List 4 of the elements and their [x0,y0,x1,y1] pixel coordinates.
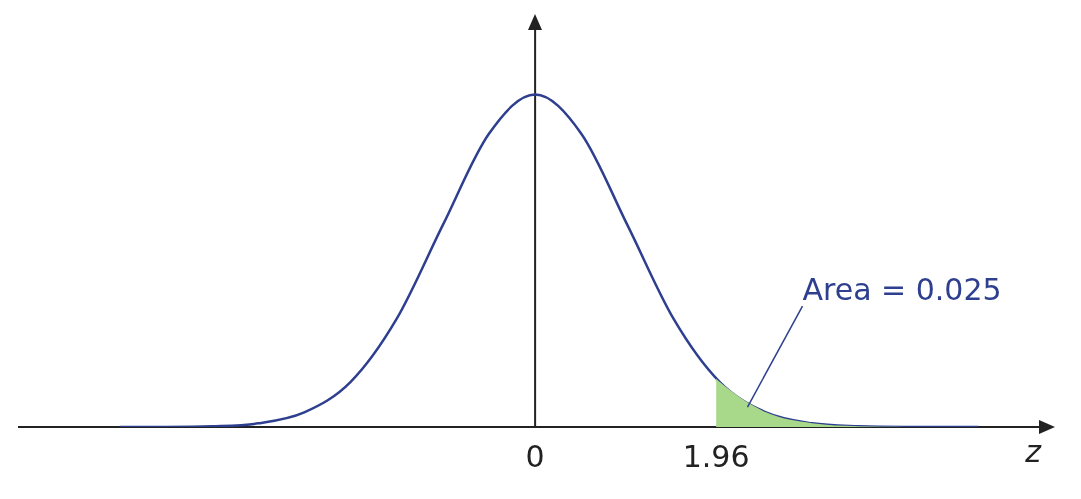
annotation: Area = 0.025 [802,271,1002,307]
x-axis-title: z [1024,433,1043,469]
x-tick-label: 0 [525,438,545,474]
x-tick-label: 1.96 [682,438,750,474]
